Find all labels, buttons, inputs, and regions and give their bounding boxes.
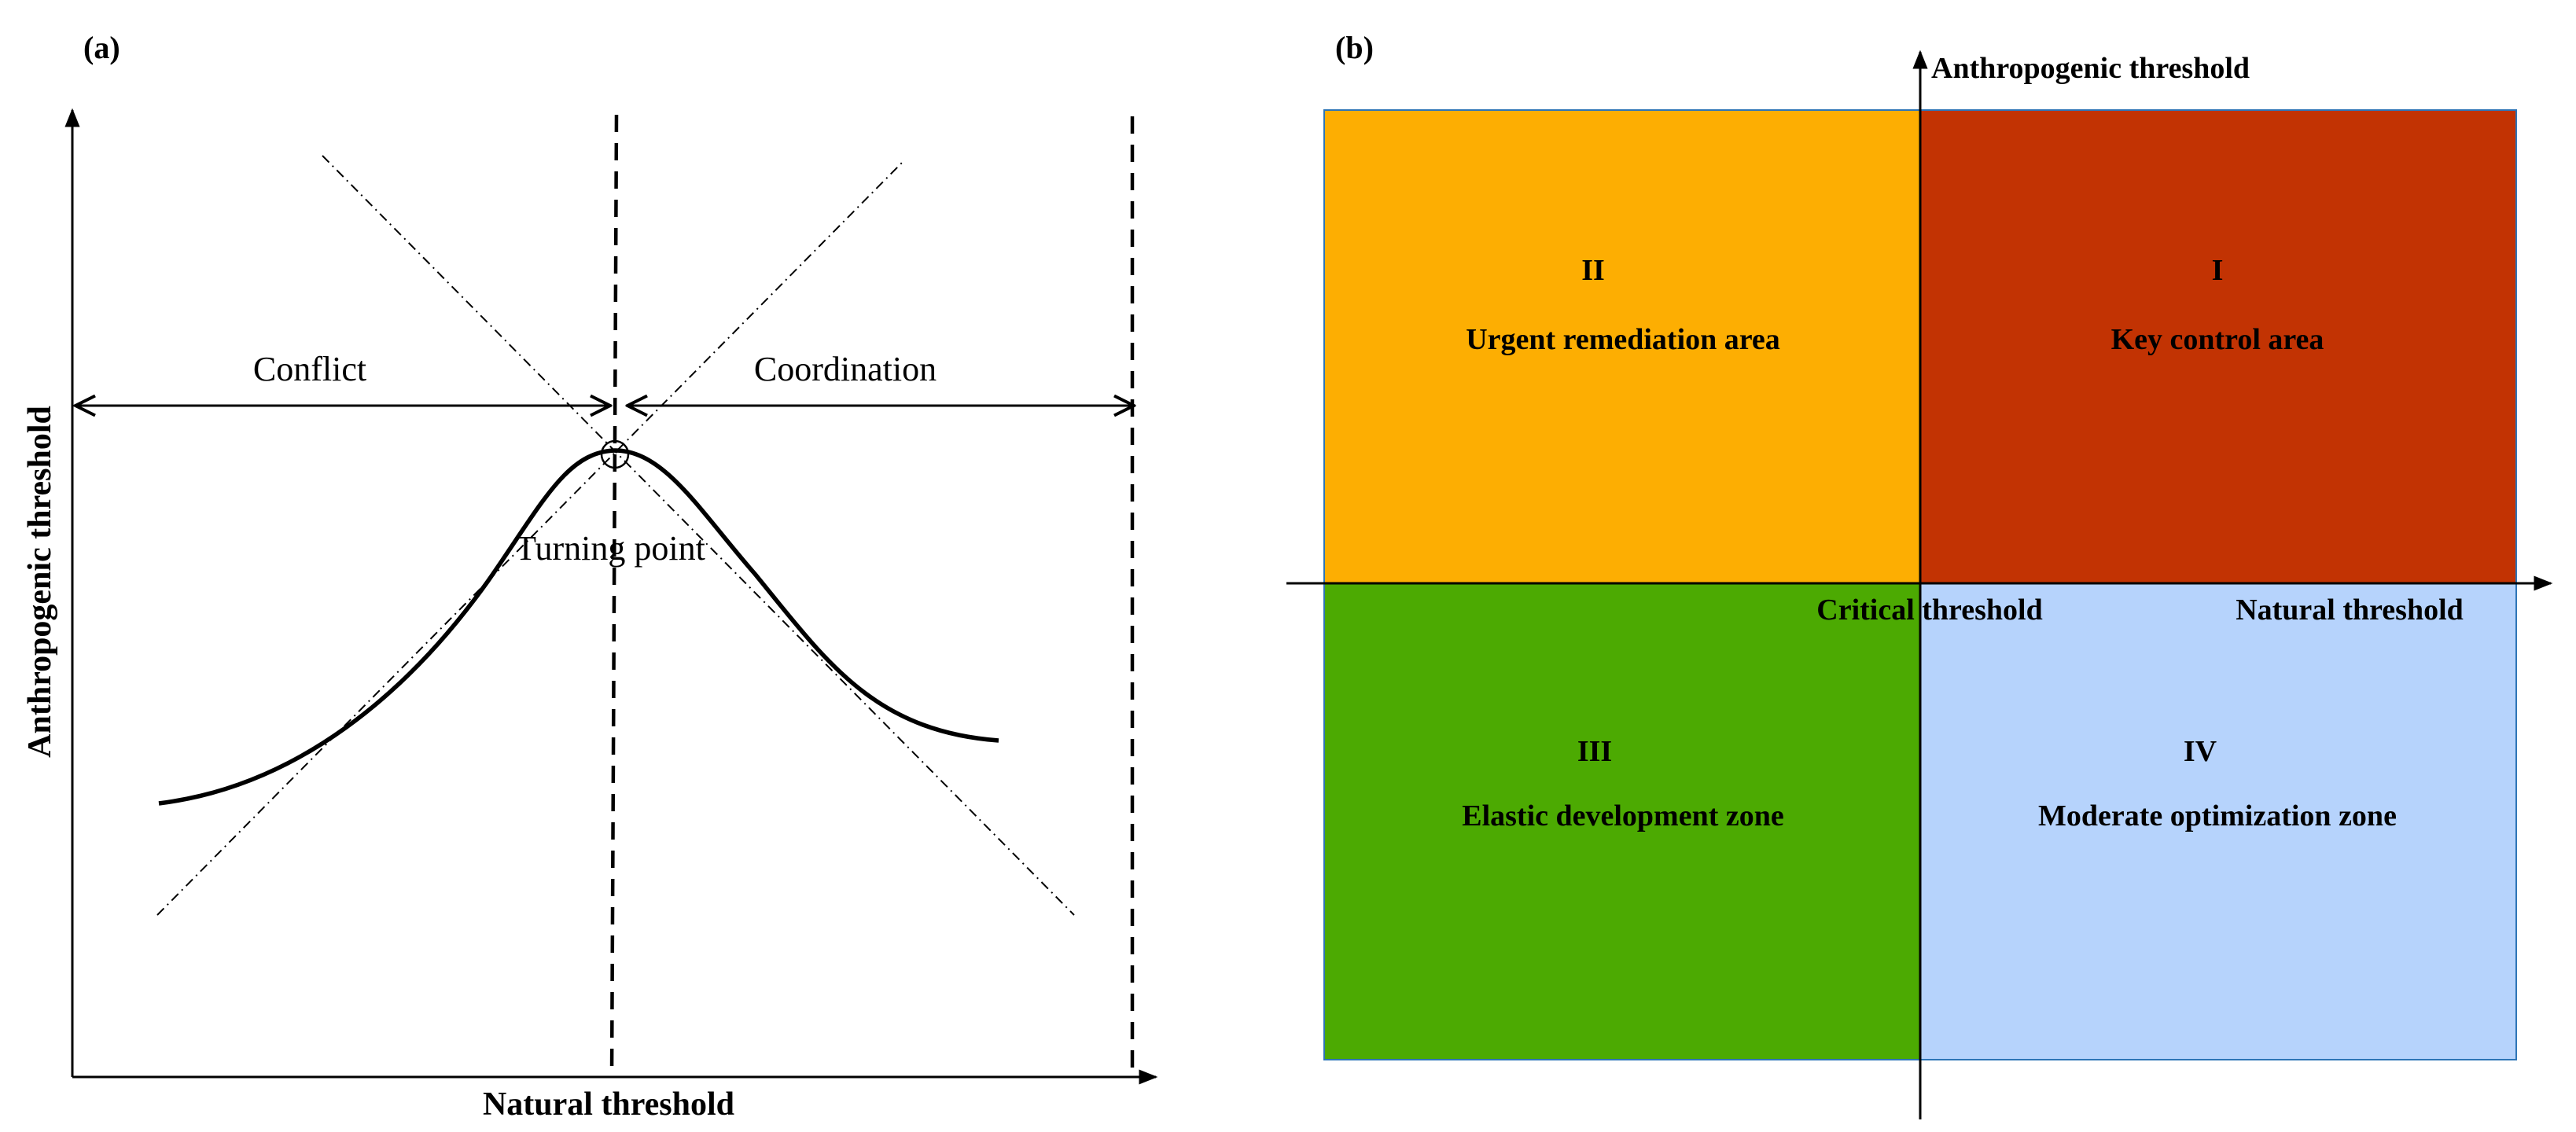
- panel-a-x-axis-label: Natural threshold: [483, 1086, 734, 1123]
- quadrant-iv-area: [1920, 583, 2516, 1060]
- diagonal-line-ascending: [156, 160, 905, 916]
- panel-a-y-axis-label: Anthropogenic threshold: [22, 406, 58, 758]
- panel-a: (a) Natural threshold Anthropogenic thre…: [22, 30, 1158, 1123]
- turning-point-dashed-line: [609, 114, 619, 1076]
- turning-point-marker: [600, 439, 630, 469]
- critical-threshold-label: Critical threshold: [1816, 594, 2042, 627]
- quadrant-i-numeral: I: [2212, 254, 2224, 287]
- quadrant-iv-name: Moderate optimization zone: [2038, 799, 2397, 832]
- turning-point-label: Turning point: [515, 529, 705, 568]
- quadrant-i-name: Key control area: [2111, 323, 2324, 356]
- coordination-label: Coordination: [754, 350, 937, 388]
- quadrant-i-area: [1920, 110, 2516, 583]
- panel-a-label: (a): [83, 30, 120, 65]
- panel-b-x-axis-label: Natural threshold: [2236, 594, 2464, 627]
- panel-b: (b) Anthropogenic threshold Natural thre…: [1286, 30, 2553, 1119]
- threshold-curve: [158, 448, 999, 806]
- quadrant-ii-numeral: II: [1581, 254, 1605, 287]
- quadrant-ii-area: [1324, 110, 1920, 583]
- quadrant-iii-numeral: III: [1577, 735, 1612, 768]
- quadrant-iii-area: [1324, 583, 1920, 1060]
- panel-b-y-axis-label: Anthropogenic threshold: [1931, 52, 2250, 85]
- diagonal-line-descending: [322, 155, 1075, 916]
- panel-b-label: (b): [1335, 30, 1374, 65]
- quadrant-iii-name: Elastic development zone: [1462, 799, 1784, 832]
- conflict-label: Conflict: [253, 350, 366, 388]
- quadrant-ii-name: Urgent remediation area: [1466, 323, 1780, 356]
- quadrant-iv-numeral: IV: [2184, 735, 2217, 768]
